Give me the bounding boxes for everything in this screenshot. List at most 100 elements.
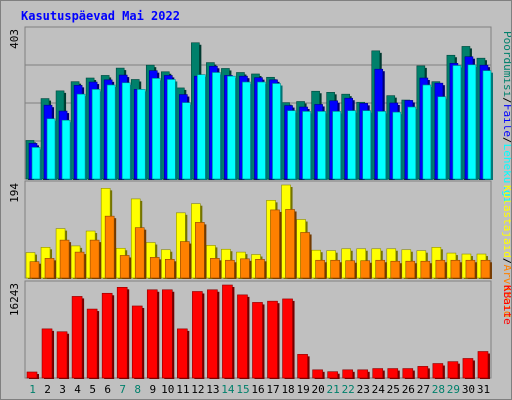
series-label-part: Pöördumisi (501, 31, 511, 97)
bar-kbaite-day-16 (252, 302, 263, 379)
panel-2-ymax-label: 194 (8, 183, 21, 203)
bar-kbaite-day-11 (177, 328, 188, 379)
bar-kbaite-day-19 (297, 354, 308, 379)
bar-lehekülgi-day-6 (106, 84, 116, 180)
x-tick-label-day-11: 11 (176, 383, 189, 396)
bar-arvuteid-day-24 (375, 259, 386, 279)
series-label-part: / (501, 258, 511, 265)
bar-lehekülgi-day-7 (121, 82, 131, 180)
x-tick-label-day-24: 24 (372, 383, 386, 396)
x-tick-label-day-8: 8 (134, 383, 141, 396)
bar-arvuteid-day-3 (59, 239, 70, 279)
bar-arvuteid-day-11 (180, 241, 190, 279)
bar-lehekülgi-day-10 (166, 79, 176, 180)
bar-arvuteid-day-6 (104, 215, 115, 279)
bar-kbaite-day-17 (267, 300, 278, 379)
bar-arvuteid-day-25 (390, 260, 401, 279)
x-tick-label-day-17: 17 (266, 383, 279, 396)
bar-arvuteid-day-7 (119, 255, 130, 279)
series-label-part: Faile (501, 104, 511, 137)
bar-lehekülgi-day-3 (61, 119, 71, 180)
bar-arvuteid-day-19 (300, 232, 310, 279)
bar-lehekülgi-day-20 (317, 111, 326, 180)
bar-arvuteid-day-9 (149, 257, 160, 279)
bar-arvuteid-day-8 (134, 227, 145, 279)
bar-arvuteid-day-21 (330, 259, 340, 279)
x-tick-label-day-15: 15 (236, 383, 249, 396)
series-label-part: / (501, 137, 511, 144)
panel-1-ymax-label: 403 (8, 29, 21, 49)
bar-lehekülgi-day-28 (437, 96, 447, 180)
bar-kbaite-day-21 (327, 371, 338, 379)
bar-arvuteid-day-5 (89, 239, 100, 279)
bar-arvuteid-day-20 (315, 259, 325, 279)
bar-arvuteid-day-14 (225, 259, 235, 279)
x-tick-label-day-7: 7 (119, 383, 126, 396)
bar-arvuteid-day-16 (255, 259, 265, 279)
series-label-part: Külastajaid (501, 185, 511, 258)
x-tick-label-day-25: 25 (387, 383, 400, 396)
bar-lehekülgi-day-14 (227, 75, 236, 180)
bar-lehekülgi-day-31 (482, 70, 492, 180)
bar-kbaite-day-15 (237, 294, 248, 379)
panel-2-series-label: Külastajaid/Arvuteid (501, 185, 511, 317)
chart-title: Kasutuspäevad Mai 2022 (21, 9, 180, 23)
bar-lehekülgi-day-8 (136, 89, 146, 180)
x-tick-label-day-23: 23 (357, 383, 370, 396)
bar-arvuteid-day-10 (164, 259, 175, 279)
bar-lehekülgi-day-17 (272, 83, 281, 180)
bar-lehekülgi-day-30 (467, 64, 477, 180)
x-tick-label-day-27: 27 (417, 383, 430, 396)
x-tick-label-day-2: 2 (44, 383, 51, 396)
x-tick-label-day-31: 31 (477, 383, 490, 396)
bar-kbaite-day-5 (86, 308, 98, 379)
panel-3-ymax-label: 16243 (8, 283, 21, 316)
x-tick-label-day-16: 16 (251, 383, 264, 396)
bar-kbaite-day-29 (447, 361, 459, 379)
bar-lehekülgi-day-12 (197, 74, 206, 180)
bar-arvuteid-day-29 (450, 259, 461, 279)
bar-lehekülgi-day-13 (212, 72, 221, 180)
series-label-part: / (501, 97, 511, 104)
bar-arvuteid-day-12 (195, 222, 205, 279)
bar-kbaite-day-14 (222, 284, 233, 379)
bar-kbaite-day-24 (372, 368, 384, 379)
bar-kbaite-day-18 (282, 298, 293, 379)
bar-kbaite-day-23 (357, 369, 369, 379)
bar-lehekülgi-day-22 (347, 110, 356, 180)
x-tick-label-day-28: 28 (432, 383, 445, 396)
x-tick-label-day-5: 5 (89, 383, 96, 396)
bar-lehekülgi-day-21 (332, 111, 341, 180)
bar-kbaite-day-28 (432, 363, 444, 379)
bar-kbaite-day-27 (417, 366, 429, 379)
bar-arvuteid-day-23 (360, 260, 371, 279)
x-tick-label-day-26: 26 (402, 383, 415, 396)
bar-arvuteid-day-26 (405, 260, 416, 279)
bar-arvuteid-day-17 (270, 209, 280, 279)
x-tick-label-day-6: 6 (104, 383, 111, 396)
series-label-part: Lehekülgi (501, 144, 511, 204)
panel-1-series-label: Pöördumisi/Faile/Lehekülgi (501, 31, 511, 203)
x-tick-label-day-29: 29 (447, 383, 460, 396)
x-tick-label-day-9: 9 (149, 383, 156, 396)
bar-kbaite-day-25 (387, 368, 399, 379)
bar-lehekülgi-day-26 (407, 106, 417, 180)
x-tick-label-day-1: 1 (29, 383, 36, 396)
bar-kbaite-day-12 (192, 291, 203, 379)
bar-lehekülgi-day-18 (287, 110, 296, 180)
x-tick-label-day-19: 19 (296, 383, 309, 396)
bar-lehekülgi-day-16 (257, 81, 266, 180)
bar-lehekülgi-day-25 (392, 111, 402, 180)
bar-lehekülgi-day-23 (362, 110, 372, 180)
x-tick-label-day-20: 20 (312, 383, 325, 396)
bar-kbaite-day-10 (161, 289, 173, 379)
x-tick-label-day-12: 12 (191, 383, 204, 396)
series-label-part: KBaite (501, 285, 511, 325)
bar-kbaite-day-31 (477, 351, 489, 379)
bar-arvuteid-day-28 (435, 259, 446, 279)
bar-lehekülgi-day-24 (377, 111, 387, 180)
bar-kbaite-day-4 (71, 296, 83, 379)
bar-arvuteid-day-13 (210, 258, 220, 279)
x-tick-label-day-14: 14 (221, 383, 235, 396)
